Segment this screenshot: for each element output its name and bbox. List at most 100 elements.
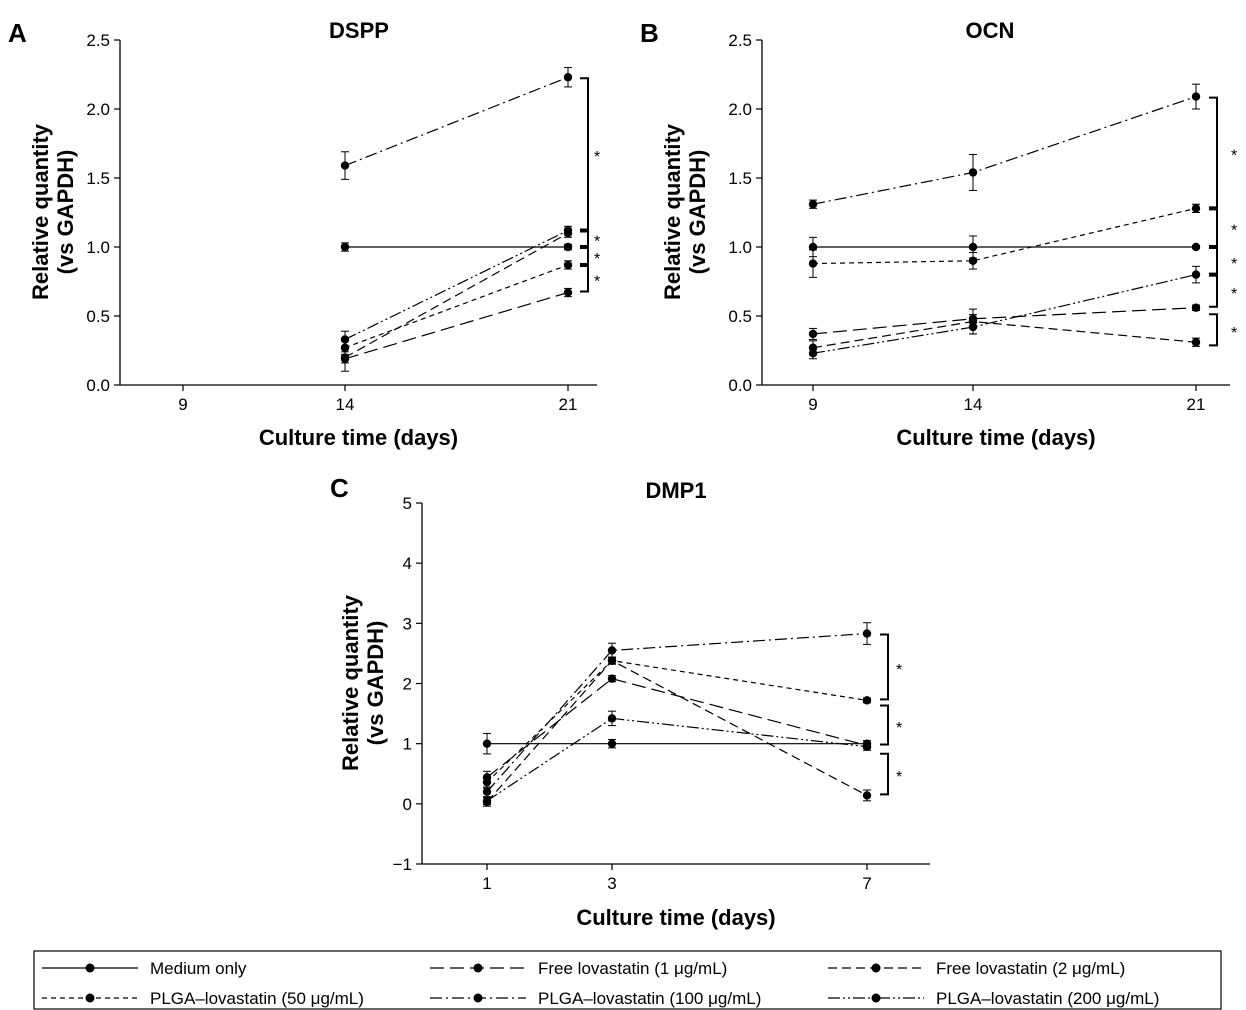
y-tick-label: 2.5 (728, 31, 752, 50)
x-tick-label: 21 (559, 395, 578, 414)
y-axis-label-line: (vs GAPDH) (53, 150, 78, 275)
x-tick-label: 14 (336, 395, 355, 414)
data-point (968, 242, 978, 252)
legend-entry: Free lovastatin (1 μg/mL) (430, 959, 727, 978)
significance-bracket (1209, 208, 1218, 247)
y-tick-label: −1 (393, 855, 412, 874)
series-line (344, 76, 569, 167)
legend-box (33, 950, 1222, 1010)
legend-marker (871, 993, 881, 1003)
y-tick-label: 0.0 (728, 376, 752, 395)
series-line (344, 229, 569, 340)
data-point (563, 260, 573, 270)
significance-star: * (1231, 223, 1237, 240)
significance-bracket (1209, 247, 1218, 275)
series-1 (340, 287, 573, 372)
data-point (607, 674, 617, 683)
series-line (486, 659, 868, 783)
legend-label: PLGA–lovastatin (100 μg/mL) (538, 989, 761, 1008)
significance-star: * (1231, 325, 1237, 342)
data-point (968, 168, 978, 177)
chart-title: DSPP (329, 18, 389, 43)
significance-star: * (896, 720, 902, 737)
data-point (1191, 338, 1201, 347)
data-point (862, 742, 872, 751)
x-tick-label: 1 (482, 874, 491, 893)
x-tick-label: 9 (178, 395, 187, 414)
y-tick-label: 1 (403, 735, 412, 754)
legend-entry: Medium only (42, 959, 247, 978)
significance-bracket (580, 230, 589, 247)
x-axis-label: Culture time (days) (896, 425, 1095, 450)
significance-star: * (594, 149, 600, 166)
data-point (563, 73, 573, 82)
data-point (607, 656, 617, 665)
data-point (808, 349, 818, 358)
series-1 (808, 303, 1201, 340)
y-tick-label: 1.5 (728, 169, 752, 188)
significance-bracket (1209, 274, 1218, 308)
significance-star: * (1231, 256, 1237, 273)
series-line (486, 717, 868, 802)
significance-bracket (580, 77, 589, 231)
data-point (808, 200, 818, 209)
data-point (482, 739, 492, 748)
legend-marker (871, 963, 881, 973)
series-5 (340, 225, 573, 349)
data-point (340, 353, 350, 362)
significance-bracket (1209, 96, 1218, 209)
data-point (340, 242, 350, 252)
series-line (486, 678, 868, 778)
data-point (607, 646, 617, 655)
panel-letter: B (640, 18, 659, 48)
y-tick-label: 2.5 (86, 31, 110, 50)
data-point (482, 796, 492, 806)
y-axis-label-line: (vs GAPDH) (685, 150, 710, 275)
series-line (344, 264, 569, 349)
series-line (812, 274, 1197, 354)
series-0 (482, 732, 872, 755)
data-point (808, 242, 818, 252)
data-point (1191, 92, 1201, 101)
legend-label: Medium only (150, 959, 247, 978)
data-point (482, 777, 492, 787)
significance-star: * (594, 251, 600, 268)
legend-entry: Free lovastatin (2 μg/mL) (828, 959, 1125, 978)
legend-label: Free lovastatin (2 μg/mL) (936, 959, 1125, 978)
y-tick-label: 2 (403, 675, 412, 694)
significance-bracket (580, 264, 589, 293)
legend-label: PLGA–lovastatin (200 μg/mL) (936, 989, 1159, 1008)
legend-marker (473, 963, 483, 973)
data-point (607, 714, 617, 723)
data-point (563, 226, 573, 235)
series-3 (482, 656, 872, 789)
significance-star: * (896, 662, 902, 679)
data-point (862, 696, 872, 705)
data-point (968, 322, 978, 332)
data-point (808, 259, 818, 268)
data-point (563, 288, 573, 297)
y-axis-label-line: Relative quantity (28, 123, 53, 300)
legend-marker (85, 963, 95, 973)
y-tick-label: 1.0 (86, 238, 110, 257)
chart-title: DMP1 (645, 478, 706, 503)
y-axis-label: Relative quantity(vs GAPDH) (28, 123, 78, 300)
significance-star: * (1231, 147, 1237, 164)
legend-entry: PLGA–lovastatin (200 μg/mL) (828, 989, 1159, 1008)
significance-star: * (594, 274, 600, 291)
significance-star: * (1231, 286, 1237, 303)
panel-letter: A (8, 18, 27, 48)
series-0 (808, 235, 1201, 259)
y-tick-label: 0.5 (86, 307, 110, 326)
y-tick-label: 3 (403, 614, 412, 633)
series-line (344, 232, 569, 358)
data-point (968, 256, 978, 265)
x-axis-label: Culture time (days) (576, 905, 775, 930)
panel-letter: C (330, 473, 349, 503)
legend-label: PLGA–lovastatin (50 μg/mL) (150, 989, 364, 1008)
data-point (482, 787, 492, 796)
y-tick-label: 0 (403, 795, 412, 814)
data-point (1191, 270, 1201, 279)
data-point (1191, 303, 1201, 312)
series-2 (808, 308, 1201, 356)
